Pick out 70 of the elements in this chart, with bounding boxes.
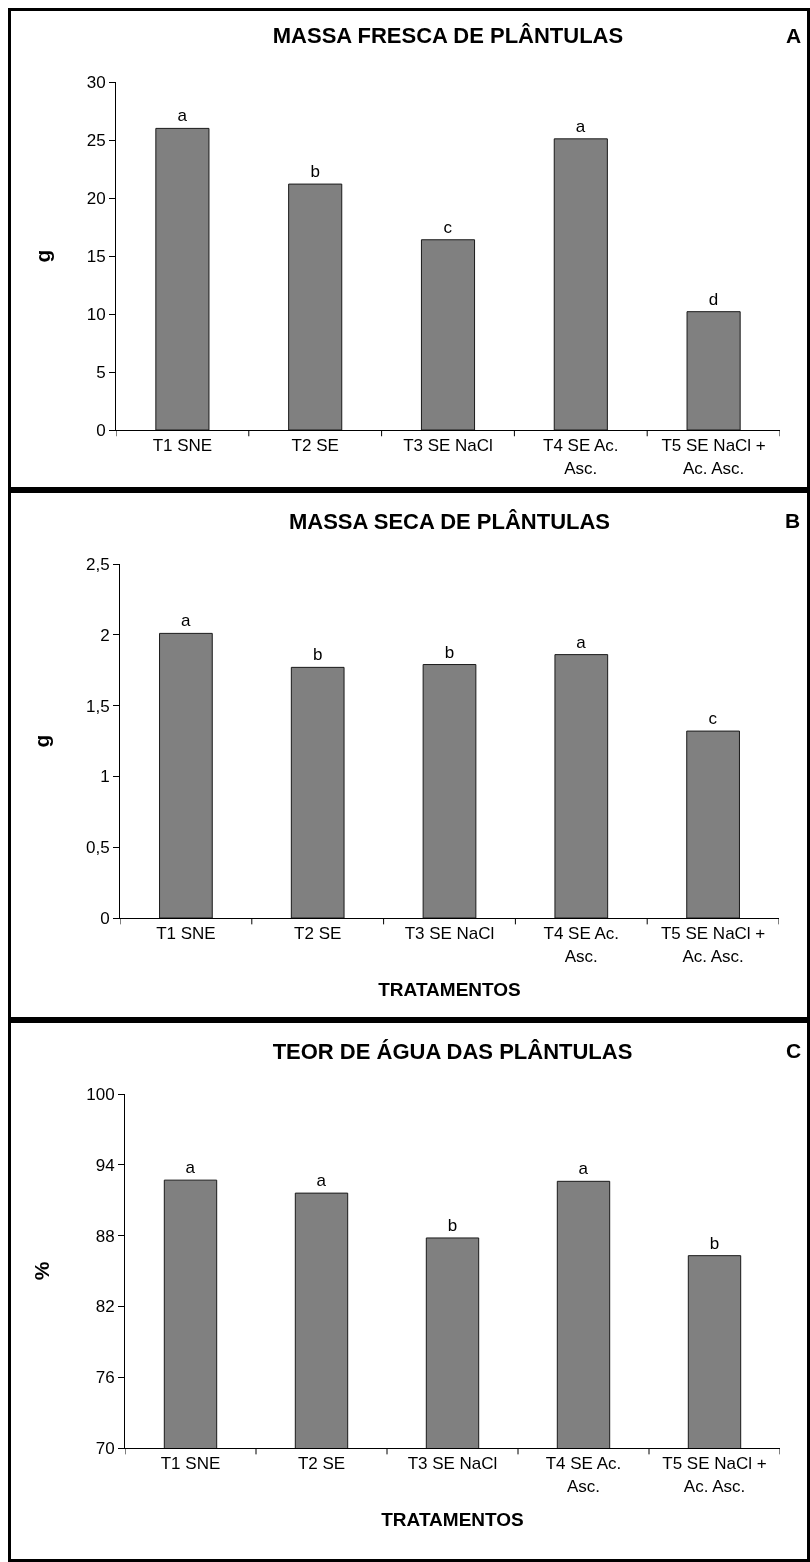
bar [554, 654, 609, 918]
y-tick-label: 15 [86, 246, 106, 266]
x-tick-label: T3 SE NaCl [403, 436, 493, 456]
x-tick-label: T5 SE NaCl + Ac. Asc. [662, 1454, 767, 1496]
text: B [785, 509, 801, 532]
data-label: b [444, 642, 455, 662]
data-label: a [575, 116, 586, 136]
y-tick-label: 94 [95, 1155, 115, 1175]
y-tick-label: 100 [86, 1084, 115, 1104]
y-axis-title: % [30, 1261, 54, 1281]
bar [288, 183, 343, 430]
bar [686, 730, 740, 918]
y-tick-label: 82 [95, 1297, 115, 1317]
y-tick-label: 2 [100, 625, 110, 645]
y-tick-label: 2,5 [85, 554, 110, 574]
chart-title: MASSA SECA DE PLÂNTULAS [288, 508, 611, 534]
x-tick-label: T1 SNE [156, 924, 216, 944]
x-tick-label: T2 SE [294, 924, 342, 944]
data-label: c [443, 217, 453, 237]
data-label: a [316, 1171, 327, 1191]
data-label: d [708, 289, 719, 309]
text: A [786, 24, 802, 47]
y-tick-label: 0,5 [85, 838, 110, 858]
x-tick-label: T4 SE Ac. Asc. [543, 436, 619, 478]
x-tick-label: T5 SE NaCl + Ac. Asc. [661, 436, 766, 478]
data-label: b [310, 162, 320, 182]
x-tick-label: T3 SE NaCl [404, 924, 495, 944]
chart-title: MASSA FRESCA DE PLÂNTULAS [272, 22, 624, 48]
bar [155, 127, 210, 430]
data-label: a [180, 611, 191, 631]
data-label: c [708, 709, 718, 729]
data-label: a [177, 106, 188, 126]
y-axis-title: g [30, 734, 54, 748]
x-tick-label: T1 SNE [152, 436, 213, 456]
bar [159, 632, 213, 918]
bar [290, 666, 345, 918]
data-label: a [185, 1158, 196, 1178]
bar [422, 664, 477, 918]
y-tick-label: 1 [100, 767, 110, 787]
chart-title: TEOR DE ÁGUA DAS PLÂNTULAS [272, 1038, 633, 1064]
y-tick-label: 70 [95, 1438, 115, 1458]
x-tick-label: T5 SE NaCl + Ac. Asc. [660, 924, 766, 966]
y-tick-label: 0 [96, 420, 106, 440]
y-tick-label: 25 [86, 130, 106, 150]
x-tick-label: T4 SE Ac. Asc. [545, 1454, 622, 1496]
data-label: b [709, 1233, 720, 1253]
x-tick-label: T2 SE [297, 1454, 346, 1474]
y-tick-label: 0 [100, 908, 110, 928]
text: C [786, 1039, 802, 1062]
y-tick-label: 88 [95, 1226, 115, 1246]
x-axis-title: TRATAMENTOS [381, 1509, 524, 1531]
bar [686, 311, 741, 430]
y-tick-label: 1,5 [85, 696, 110, 716]
data-label: b [447, 1215, 458, 1235]
data-label: a [576, 632, 587, 652]
data-label: a [578, 1159, 589, 1179]
bar [420, 239, 476, 430]
y-axis-title: g [30, 249, 54, 263]
y-tick-label: 76 [95, 1368, 115, 1388]
bar [553, 138, 608, 430]
y-tick-label: 20 [86, 188, 106, 208]
data-label: b [312, 645, 323, 665]
x-tick-label: T3 SE NaCl [407, 1454, 498, 1474]
x-tick-label: T4 SE Ac. Asc. [543, 924, 620, 966]
y-tick-label: 10 [86, 304, 106, 324]
x-tick-label: T1 SNE [160, 1454, 221, 1474]
y-tick-label: 5 [96, 362, 106, 382]
x-tick-label: T2 SE [291, 436, 339, 456]
y-tick-label: 30 [86, 72, 106, 92]
x-axis-title: TRATAMENTOS [378, 979, 521, 1001]
